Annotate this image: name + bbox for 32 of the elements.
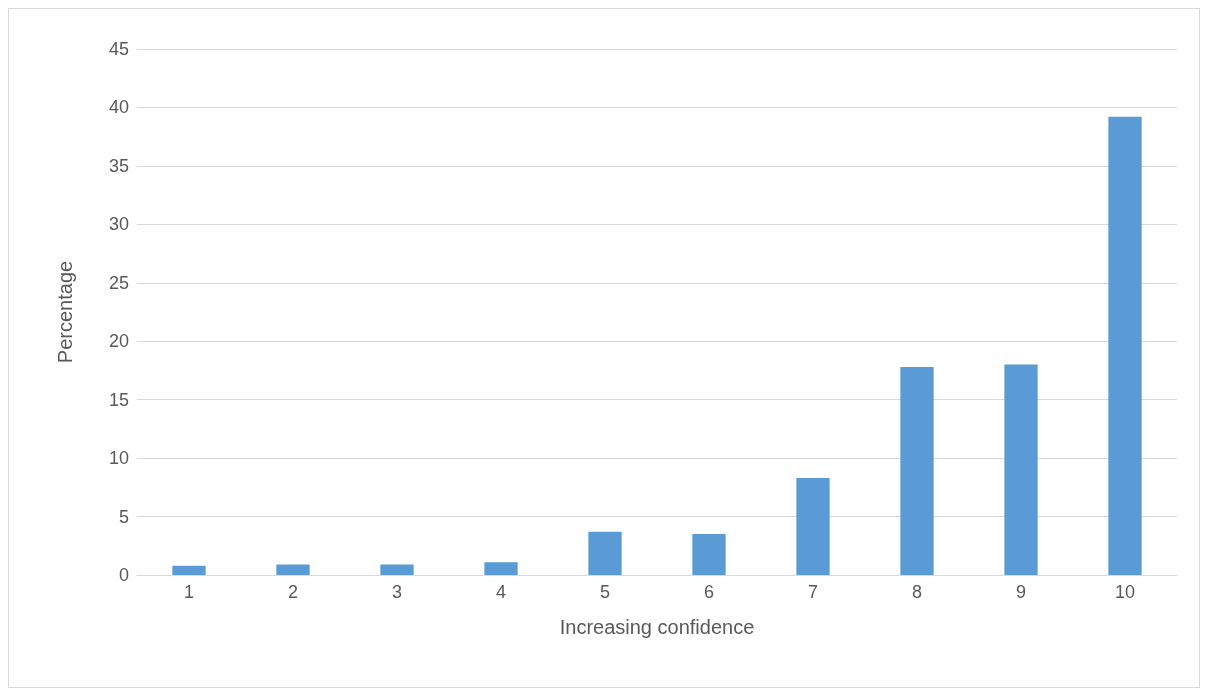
x-tick-label: 6: [703, 582, 715, 602]
y-tick-label: 35: [108, 155, 129, 176]
x-tick-label: 1: [183, 582, 195, 602]
x-tick-label: 7: [807, 582, 819, 602]
x-tick-label: 10: [1114, 582, 1136, 602]
bar: [276, 564, 310, 575]
bar: [1004, 364, 1038, 575]
y-tick-label: 40: [108, 97, 129, 118]
x-tick-label: 5: [599, 582, 611, 602]
bar: [900, 366, 934, 575]
y-tick-label: 45: [108, 39, 129, 59]
y-tick-label: 10: [108, 448, 129, 469]
x-tick-label: 2: [287, 582, 299, 602]
x-tick-label: 8: [911, 582, 923, 602]
y-tick-label: 15: [108, 389, 129, 410]
bar: [484, 562, 518, 575]
x-axis-title: Increasing confidence: [559, 616, 755, 638]
bar: [172, 565, 206, 575]
bar: [380, 564, 414, 575]
bar: [1108, 116, 1142, 575]
x-tick-label: 3: [391, 582, 403, 602]
bar: [796, 477, 830, 575]
y-tick-label: 30: [108, 214, 129, 235]
bar: [692, 534, 726, 575]
y-tick-label: 5: [118, 506, 129, 527]
y-tick-label: 25: [108, 272, 129, 293]
y-axis-title: Percentage: [54, 260, 76, 364]
x-tick-label: 9: [1015, 582, 1027, 602]
y-tick-label: 20: [108, 331, 129, 352]
y-tick-label: 0: [118, 565, 129, 585]
x-tick-label: 4: [495, 582, 507, 602]
bar: [588, 531, 622, 575]
